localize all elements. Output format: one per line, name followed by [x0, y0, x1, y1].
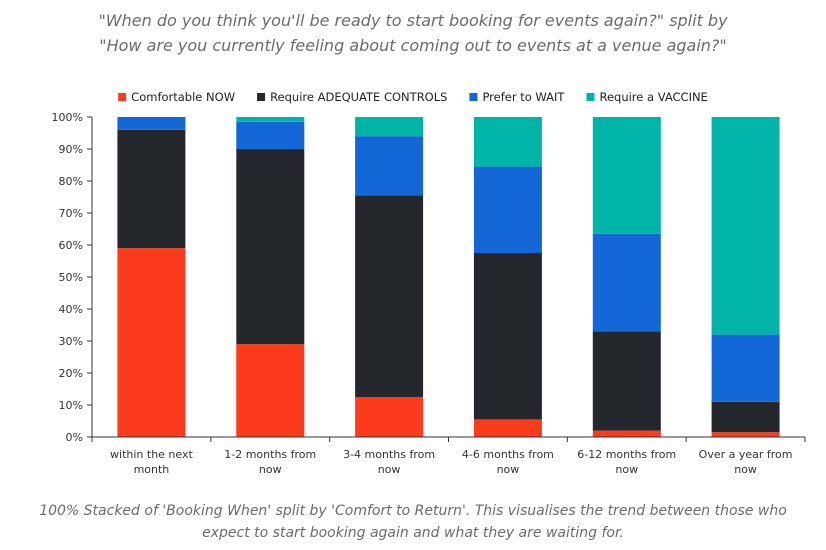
bar-segment-1-series-1 [117, 248, 186, 437]
legend-swatch-2 [257, 93, 266, 101]
x-tick-label: 1-2 months from now [224, 448, 316, 476]
bar-segment-3-series-2 [355, 195, 424, 397]
bar-segment-2-series-1 [236, 344, 305, 437]
legend-label-1: Comfortable NOW [131, 90, 235, 104]
legend-swatch-1 [118, 93, 127, 101]
legend-label-4: Require a VACCINE [599, 90, 707, 104]
legend-swatch-3 [469, 93, 478, 101]
bar-segment-4-series-1 [473, 419, 542, 437]
y-tick-label: 10% [59, 399, 83, 412]
y-tick-label: 20% [59, 367, 83, 380]
bar-segment-3-series-1 [355, 397, 424, 437]
legend-label-2: Require ADEQUATE CONTROLS [270, 90, 447, 104]
y-tick-label: 90% [59, 143, 83, 156]
legend-label-3: Prefer to WAIT [482, 90, 565, 104]
x-tick-label: 6-12 months from now [577, 448, 676, 476]
y-tick-label: 0% [66, 431, 83, 444]
chart-title-line-2: "How are you currently feeling about com… [99, 36, 727, 55]
y-tick-label: 70% [59, 207, 83, 220]
y-tick-label: 40% [59, 303, 83, 316]
bar-segment-5-series-2 [592, 331, 661, 431]
x-tick-label: 4-6 months from now [462, 448, 554, 476]
bars [117, 117, 780, 437]
bar-segment-2-series-3 [236, 121, 305, 149]
x-tick-label: within the next month [110, 448, 193, 476]
bar-segment-3-series-3 [355, 136, 424, 196]
bar-segment-4-series-2 [473, 253, 542, 420]
bar-segment-2-series-2 [236, 149, 305, 345]
y-tick-label: 30% [59, 335, 83, 348]
bar-segment-1-series-3 [117, 117, 186, 130]
y-tick-label: 80% [59, 175, 83, 188]
bar-segment-5-series-1 [592, 430, 661, 437]
bar-segment-6-series-3 [711, 334, 780, 402]
legend-swatch-4 [586, 93, 595, 101]
bar-segment-4-series-4 [473, 117, 542, 167]
legend: Comfortable NOW Require ADEQUATE CONTROLS… [118, 90, 708, 104]
bar-segment-3-series-4 [355, 117, 424, 137]
bar-segment-6-series-2 [711, 401, 780, 433]
y-tick-label: 60% [59, 239, 83, 252]
bar-segment-5-series-3 [592, 233, 661, 332]
chart-title-line-1: "When do you think you'll be ready to st… [98, 11, 728, 30]
y-tick-label: 50% [59, 271, 83, 284]
x-tick-label: 3-4 months from now [343, 448, 435, 476]
bar-segment-2-series-4 [236, 117, 305, 122]
bar-segment-4-series-3 [473, 166, 542, 253]
bar-segment-1-series-2 [117, 129, 186, 249]
chart-caption: 100% Stacked of 'Booking When' split by … [39, 503, 787, 541]
bar-segment-6-series-1 [711, 432, 780, 437]
chart-title: "When do you think you'll be ready to st… [0, 8, 826, 58]
bar-segment-5-series-4 [592, 117, 661, 234]
x-tick-label: Over a year from now [699, 448, 793, 476]
y-tick-label: 100% [52, 111, 83, 124]
bar-segment-6-series-4 [711, 117, 780, 335]
axes: 0% 10% 20% 30% 40% 50% 60% 70% 80% 90% 100% within … [52, 111, 806, 476]
